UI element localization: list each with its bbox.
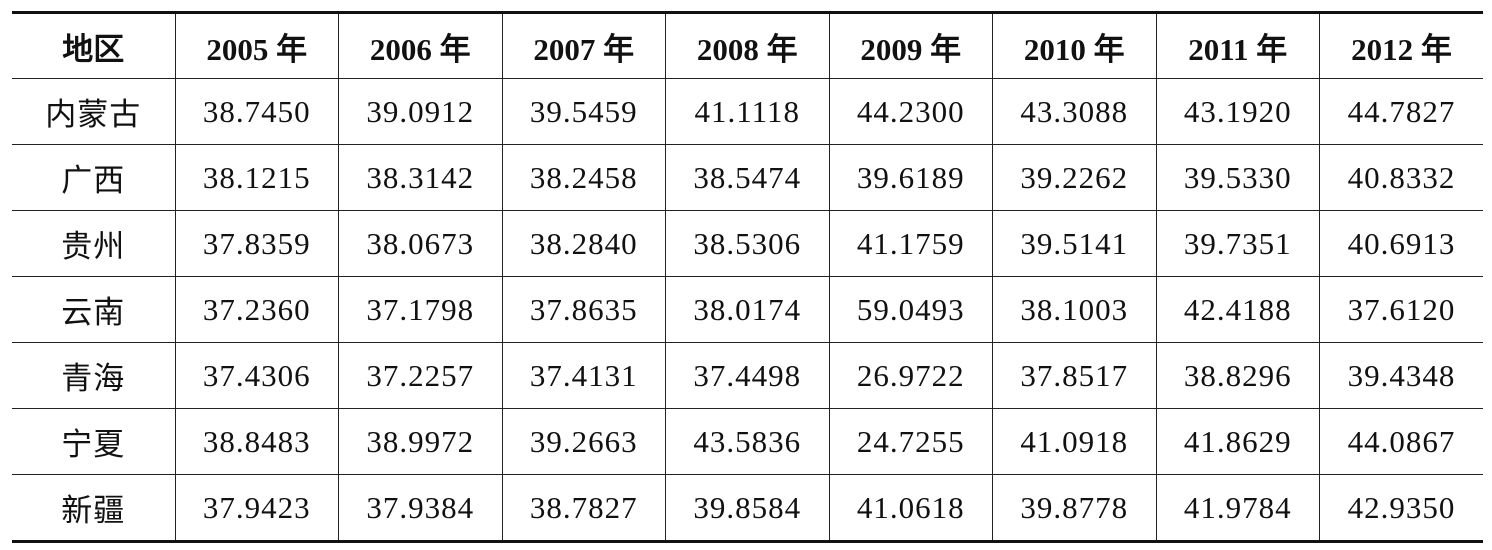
header-cell: 2008 年 [665,12,830,79]
value-cell: 39.5330 [1155,144,1320,211]
header-cell: 2010 年 [992,12,1157,79]
value-cell: 38.0174 [665,276,830,343]
value-cell: 38.3142 [338,144,503,211]
region-cell: 新疆 [12,474,176,542]
value-cell: 38.7450 [174,78,339,145]
value-cell: 38.0673 [338,210,503,277]
value-cell: 38.2458 [501,144,666,211]
table-row: 宁夏 38.8483 38.9972 39.2663 43.5836 24.7255 41.… [12,408,1483,475]
value-cell: 38.9972 [338,408,503,475]
region-cell: 广西 [12,144,176,211]
value-cell: 37.2360 [174,276,339,343]
value-cell: 38.8296 [1155,342,1320,409]
region-cell: 云南 [12,276,176,343]
value-cell: 37.4498 [665,342,830,409]
region-cell: 青海 [12,342,176,409]
value-cell: 37.8517 [992,342,1157,409]
value-cell: 42.4188 [1155,276,1320,343]
value-cell: 39.5459 [501,78,666,145]
value-cell: 44.7827 [1319,78,1483,145]
table-row: 云南 37.2360 37.1798 37.8635 38.0174 59.0493 38.… [12,276,1483,343]
value-cell: 43.5836 [665,408,830,475]
value-cell: 41.8629 [1155,408,1320,475]
header-cell: 地区 [12,12,176,79]
value-cell: 44.0867 [1319,408,1483,475]
table-row: 青海 37.4306 37.2257 37.4131 37.4498 26.9722 37.… [12,342,1483,409]
table-header: 地区 2005 年 2006 年 2007 年 2008 年 2009 年 2010 年 20… [12,12,1483,79]
region-cell: 贵州 [12,210,176,277]
header-row: 地区 2005 年 2006 年 2007 年 2008 年 2009 年 2010 年 20… [12,12,1483,79]
value-cell: 44.2300 [828,78,993,145]
value-cell: 38.1215 [174,144,339,211]
header-cell: 2012 年 [1319,12,1483,79]
table-row: 内蒙古 38.7450 39.0912 39.5459 41.1118 44.2300 43… [12,78,1483,145]
data-table: 地区 2005 年 2006 年 2007 年 2008 年 2009 年 2010 年 20… [12,11,1483,543]
value-cell: 37.1798 [338,276,503,343]
table-body: 内蒙古 38.7450 39.0912 39.5459 41.1118 44.2300 43… [12,78,1483,542]
value-cell: 38.5306 [665,210,830,277]
table-row: 广西 38.1215 38.3142 38.2458 38.5474 39.6189 39.… [12,144,1483,211]
header-cell: 2009 年 [828,12,993,79]
value-cell: 37.6120 [1319,276,1483,343]
value-cell: 41.0918 [992,408,1157,475]
region-cell: 宁夏 [12,408,176,475]
header-cell: 2011 年 [1155,12,1320,79]
value-cell: 39.0912 [338,78,503,145]
value-cell: 40.8332 [1319,144,1483,211]
value-cell: 24.7255 [828,408,993,475]
value-cell: 43.3088 [992,78,1157,145]
region-cell: 内蒙古 [12,78,176,145]
header-cell: 2006 年 [338,12,503,79]
value-cell: 37.8359 [174,210,339,277]
header-cell: 2007 年 [501,12,666,79]
value-cell: 39.8584 [665,474,830,542]
value-cell: 37.4306 [174,342,339,409]
value-cell: 38.7827 [501,474,666,542]
value-cell: 41.9784 [1155,474,1320,542]
value-cell: 59.0493 [828,276,993,343]
value-cell: 37.2257 [338,342,503,409]
value-cell: 39.4348 [1319,342,1483,409]
value-cell: 37.8635 [501,276,666,343]
value-cell: 38.1003 [992,276,1157,343]
value-cell: 39.6189 [828,144,993,211]
value-cell: 37.9423 [174,474,339,542]
value-cell: 26.9722 [828,342,993,409]
value-cell: 39.5141 [992,210,1157,277]
value-cell: 39.8778 [992,474,1157,542]
value-cell: 37.9384 [338,474,503,542]
value-cell: 38.8483 [174,408,339,475]
table-row: 新疆 37.9423 37.9384 38.7827 39.8584 41.0618 39.… [12,474,1483,542]
value-cell: 42.9350 [1319,474,1483,542]
value-cell: 43.1920 [1155,78,1320,145]
value-cell: 40.6913 [1319,210,1483,277]
value-cell: 39.2663 [501,408,666,475]
value-cell: 37.4131 [501,342,666,409]
value-cell: 38.5474 [665,144,830,211]
value-cell: 41.1118 [665,78,830,145]
value-cell: 39.7351 [1155,210,1320,277]
header-cell: 2005 年 [174,12,339,79]
value-cell: 41.0618 [828,474,993,542]
value-cell: 41.1759 [828,210,993,277]
table-row: 贵州 37.8359 38.0673 38.2840 38.5306 41.1759 39.… [12,210,1483,277]
value-cell: 38.2840 [501,210,666,277]
value-cell: 39.2262 [992,144,1157,211]
